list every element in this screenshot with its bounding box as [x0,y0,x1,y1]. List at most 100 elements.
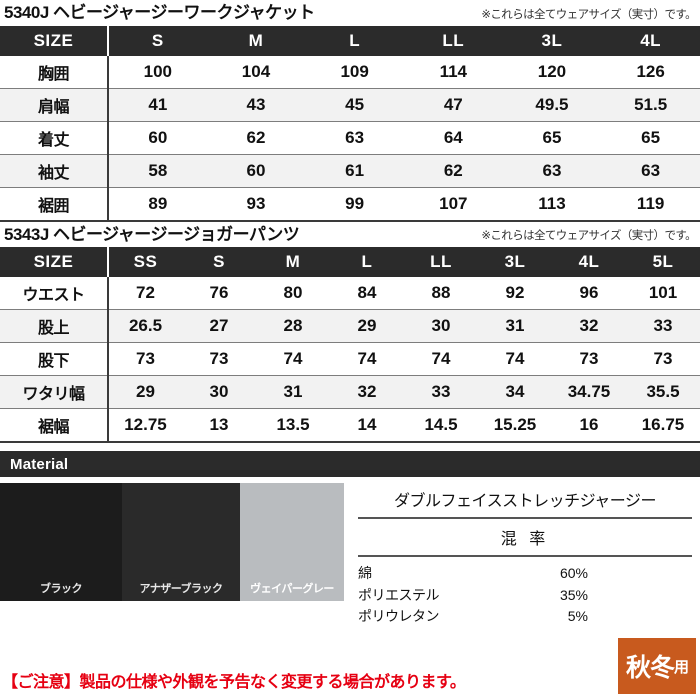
jacket-row-label: 胸囲 [0,55,109,89]
pants-cell: 74 [478,342,552,377]
color-swatch-group: ブラック アナザーブラック ヴェイパーグレー [0,483,344,602]
pants-row-label: 裾幅 [0,408,109,444]
jacket-cell: 58 [108,154,207,188]
pants-cell: 32 [330,375,404,410]
pants-cell: 13.5 [256,408,330,444]
jacket-table-row: 裾囲 89 93 99 107 113 119 [0,187,700,222]
material-body: ブラック アナザーブラック ヴェイパーグレー ダブルフェイスストレッチジャージー 混… [0,483,700,628]
color-swatch: ブラック [0,483,122,602]
pants-cell: 35.5 [626,375,700,410]
pants-cell: 74 [330,342,404,377]
jacket-cell: 126 [601,55,700,89]
composition-material-name: 綿 [358,565,372,582]
composition-material-name: ポリウレタン [358,608,440,625]
pants-cell: 80 [256,277,330,311]
jacket-size-note: ※これらは全てウェアサイズ（実寸）です。 [481,8,696,21]
jacket-row-label: 袖丈 [0,154,109,188]
jacket-table-row: 胸囲 100 104 109 114 120 126 [0,55,700,89]
jacket-cell: 62 [206,121,306,155]
jacket-cell: 62 [403,154,503,188]
composition-percentage: 35% [559,586,588,603]
jacket-cell: 93 [206,187,306,222]
jacket-size-table: SIZE S M L LL 3L 4L 胸囲 100 104 109 114 120 126 肩幅 41 4… [0,25,700,222]
pants-column-header: SS [108,247,182,278]
composition-list: 綿 60% ポリエステル 35% ポリウレタン 5% [358,557,692,628]
jacket-cell: 63 [305,121,404,155]
jacket-row-label: 着丈 [0,121,109,155]
jacket-column-header: L [305,25,404,56]
jacket-cell: 47 [403,88,503,122]
pants-cell: 29 [330,309,404,344]
pants-column-header: 3L [478,247,552,278]
jacket-cell: 65 [502,121,602,155]
pants-table-row: 股下 73 73 74 74 74 74 73 73 [0,342,700,377]
jacket-cell: 114 [403,55,503,89]
pants-cell: 74 [256,342,330,377]
jacket-cell: 51.5 [601,88,700,122]
pants-cell: 74 [404,342,478,377]
pants-cell: 73 [182,342,256,377]
color-swatch-label: アナザーブラック [139,583,223,596]
pants-cell: 73 [626,342,700,377]
composition-header: 混 率 [500,531,550,549]
pants-size-note: ※これらは全てウェアサイズ（実寸）です。 [481,230,696,243]
jacket-cell: 63 [601,154,700,188]
jacket-table-row: 袖丈 58 60 61 62 63 63 [0,154,700,188]
pants-cell: 31 [256,375,330,410]
jacket-cell: 60 [108,121,207,155]
pants-row-label: 股上 [0,309,109,344]
pants-header-size: SIZE [0,247,109,278]
pants-table-row: ワタリ幅 29 30 31 32 33 34 34.75 35.5 [0,375,700,410]
jacket-table-row: 肩幅 41 43 45 47 49.5 51.5 [0,88,700,122]
pants-cell: 16.75 [626,408,700,444]
pants-cell: 16 [552,408,626,444]
pants-table-header-row: SIZE SS S M L LL 3L 4L 5L [0,247,700,278]
material-bar-label: Material [10,455,69,473]
jacket-cell: 65 [601,121,700,155]
pants-cell: 29 [108,375,182,410]
jacket-cell: 64 [403,121,503,155]
jacket-cell: 109 [305,55,404,89]
jacket-column-header: 4L [601,25,700,56]
composition-row: ポリウレタン 5% [358,606,692,628]
pants-cell: 12.75 [108,408,182,444]
composition-percentage: 5% [567,608,588,625]
pants-cell: 32 [552,309,626,344]
pants-cell: 27 [182,309,256,344]
jacket-row-label: 裾囲 [0,187,109,222]
jacket-cell: 61 [305,154,404,188]
jacket-column-header: 3L [502,25,602,56]
jacket-table-row: 着丈 60 62 63 64 65 65 [0,121,700,155]
pants-cell: 14.5 [404,408,478,444]
jacket-cell: 60 [206,154,306,188]
jacket-header-size: SIZE [0,25,109,56]
pants-table-row: 裾幅 12.75 13 13.5 14 14.5 15.25 16 16.75 [0,408,700,444]
pants-cell: 31 [478,309,552,344]
pants-table-row: 股上 26.5 27 28 29 30 31 32 33 [0,309,700,344]
jacket-column-header: LL [403,25,503,56]
pants-column-header: S [182,247,256,278]
season-badge-main: 秋冬 [625,654,675,682]
material-info: ダブルフェイスストレッチジャージー 混 率 綿 60% ポリエステル 35% ポリウレタ… [344,483,700,628]
season-badge-suffix: 用 [674,658,689,676]
color-swatch-label: ブラック [40,583,83,596]
jacket-cell: 41 [108,88,207,122]
jacket-title-row: 5340J ヘビージャージーワークジャケット ※これらは全てウェアサイズ（実寸）… [0,0,700,26]
pants-cell: 73 [108,342,182,377]
pants-column-header: L [330,247,404,278]
pants-cell: 76 [182,277,256,311]
pants-column-header: LL [404,247,478,278]
pants-cell: 30 [182,375,256,410]
pants-column-header: M [256,247,330,278]
pants-row-label: ウエスト [0,277,109,311]
pants-column-header: 4L [552,247,626,278]
pants-cell: 34.75 [552,375,626,410]
composition-percentage: 60% [559,565,588,582]
composition-row: ポリエステル 35% [358,585,692,607]
jacket-cell: 113 [502,187,602,222]
material-divider-top [358,517,692,520]
pants-column-header: 5L [626,247,700,278]
pants-row-label: 股下 [0,342,109,377]
jacket-cell: 107 [403,187,503,222]
